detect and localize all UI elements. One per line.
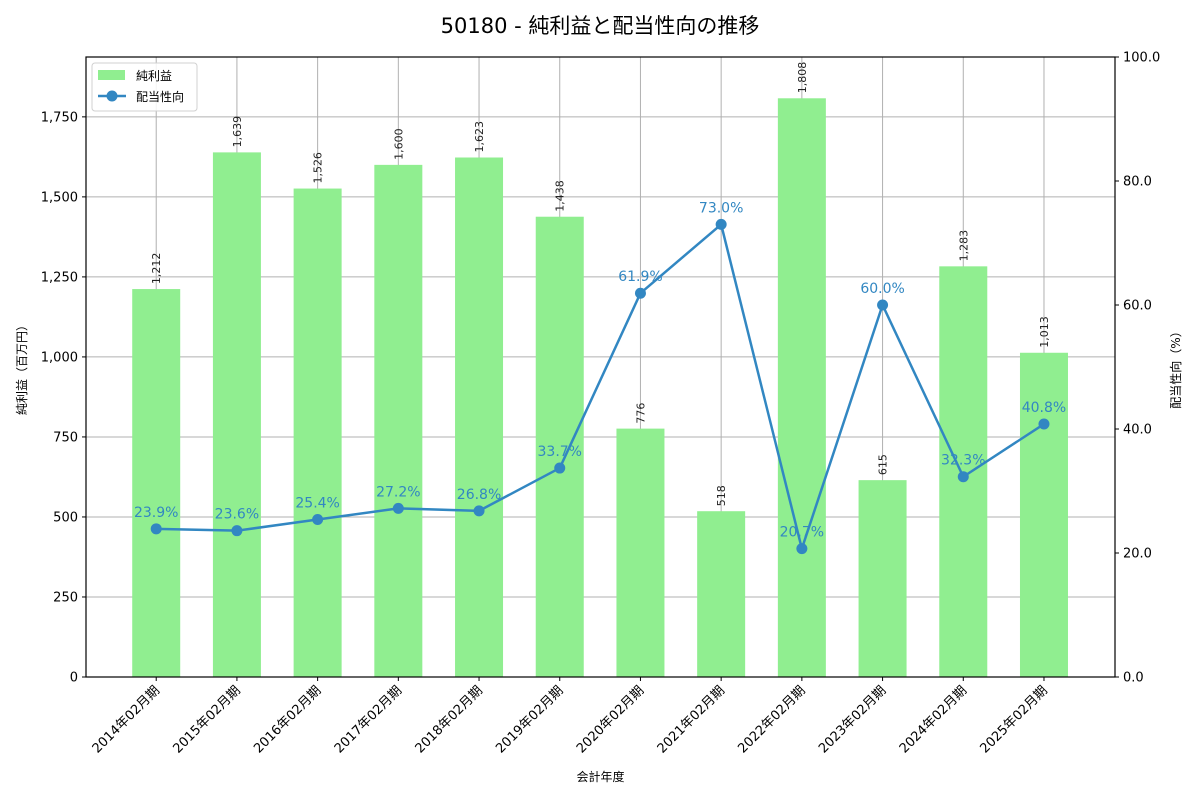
payout-marker (554, 462, 566, 474)
bar (374, 164, 423, 677)
bar (293, 188, 342, 677)
bar (455, 157, 504, 678)
bar (858, 480, 907, 677)
payout-marker (312, 514, 324, 526)
bar (777, 98, 826, 678)
bar-value-label: 1,808 (796, 62, 809, 94)
y2-tick-label: 0.0 (1123, 671, 1144, 686)
payout-line (156, 223, 1045, 550)
payout-marker (473, 505, 485, 517)
payout-value-label: 33.7% (538, 444, 582, 460)
y-tick-label: 0 (70, 671, 78, 686)
payout-marker (150, 523, 162, 535)
payout-value-label: 61.9% (618, 269, 662, 285)
net-income-bar-labels: 1,212 1,639 1,526 1,600 1,623 1,438 776 518 1,80… (150, 62, 1051, 506)
x-axis-title: 会計年度 (576, 769, 624, 784)
payout-marker (231, 525, 243, 537)
x-tick-label: 2015年02月期 (170, 683, 243, 756)
y-tick-label: 500 (53, 510, 78, 525)
payout-value-label: 20.7% (780, 525, 824, 541)
y2-tick-label: 40.0 (1123, 423, 1152, 438)
payout-value-label: 25.4% (295, 496, 339, 512)
payout-value-label: 27.2% (376, 484, 420, 500)
bar (697, 511, 746, 677)
legend-line-label: 配当性向 (136, 89, 184, 104)
y2-axis-title: 配当性向（%） (1168, 325, 1183, 408)
bar-value-label: 518 (715, 485, 728, 506)
y2-tick-label: 20.0 (1123, 547, 1152, 562)
axes: 0 250 500 750 1,000 1,250 1,500 1,750 0.0 20.0 40.… (15, 51, 1183, 785)
x-tick-label: 2025年02月期 (978, 683, 1051, 756)
payout-value-label: 60.0% (860, 281, 904, 297)
bar-value-label: 1,600 (392, 128, 405, 160)
bar (616, 428, 665, 677)
bar-value-label: 1,013 (1038, 316, 1051, 348)
legend-bar-swatch (98, 70, 125, 80)
y-tick-label: 1,250 (41, 270, 78, 285)
payout-marker (796, 543, 808, 555)
payout-value-label: 32.3% (941, 453, 985, 469)
bar (212, 152, 261, 677)
bar-value-label: 615 (877, 454, 890, 475)
y2-tick-label: 100.0 (1123, 51, 1160, 66)
payout-value-label: 73.0% (699, 200, 743, 216)
payout-value-label: 40.8% (1022, 400, 1066, 416)
payout-value-label: 23.6% (215, 507, 259, 523)
payout-marker (1038, 418, 1050, 430)
bar-value-label: 1,438 (554, 180, 567, 212)
payout-marker (715, 218, 727, 230)
bar-value-label: 776 (634, 403, 647, 424)
x-tick-label: 2019年02月期 (493, 683, 566, 756)
bar-value-label: 1,283 (957, 230, 970, 262)
y2-tick-label: 60.0 (1123, 299, 1152, 314)
x-tick-label: 2021年02月期 (655, 683, 728, 756)
payout-ratio-line: 23.9% 23.6% 25.4% 27.2% 26.8% 33.7% 61.9% 73.0%… (134, 200, 1066, 555)
x-tick-label: 2023年02月期 (816, 683, 889, 756)
y-tick-label: 1,000 (41, 350, 78, 365)
bar-value-label: 1,623 (473, 121, 486, 153)
legend-line-marker (106, 90, 118, 102)
x-tick-label: 2014年02月期 (90, 683, 163, 756)
y2-tick-label: 80.0 (1123, 175, 1152, 190)
payout-marker (877, 299, 889, 311)
x-tick-label: 2020年02月期 (574, 683, 647, 756)
bar-value-label: 1,212 (150, 253, 163, 285)
payout-marker (957, 471, 969, 483)
x-tick-label: 2017年02月期 (332, 683, 405, 756)
payout-marker (634, 287, 646, 299)
bar-value-label: 1,639 (231, 116, 244, 147)
legend-bar-label: 純利益 (136, 69, 172, 83)
payout-value-label: 26.8% (457, 487, 501, 503)
x-tick-label: 2016年02月期 (251, 683, 324, 756)
y-axis-title: 純利益（百万円） (15, 319, 29, 415)
bar-value-label: 1,526 (312, 152, 325, 184)
x-tick-label: 2022年02月期 (735, 683, 808, 756)
payout-marker (392, 502, 404, 514)
bar (535, 216, 584, 677)
y-tick-label: 1,500 (41, 190, 78, 205)
net-income-bars (132, 98, 1068, 678)
y-tick-label: 1,750 (41, 110, 78, 125)
y-tick-label: 750 (53, 430, 78, 445)
bar (1019, 352, 1068, 677)
y-tick-label: 250 (53, 590, 78, 605)
x-tick-label: 2018年02月期 (413, 683, 486, 756)
x-tick-label: 2024年02月期 (897, 683, 970, 756)
plot-frame (85, 56, 1116, 678)
payout-value-label: 23.9% (134, 505, 178, 521)
bar (132, 289, 181, 677)
chart-title: 50180 - 純利益と配当性向の推移 (440, 14, 760, 38)
